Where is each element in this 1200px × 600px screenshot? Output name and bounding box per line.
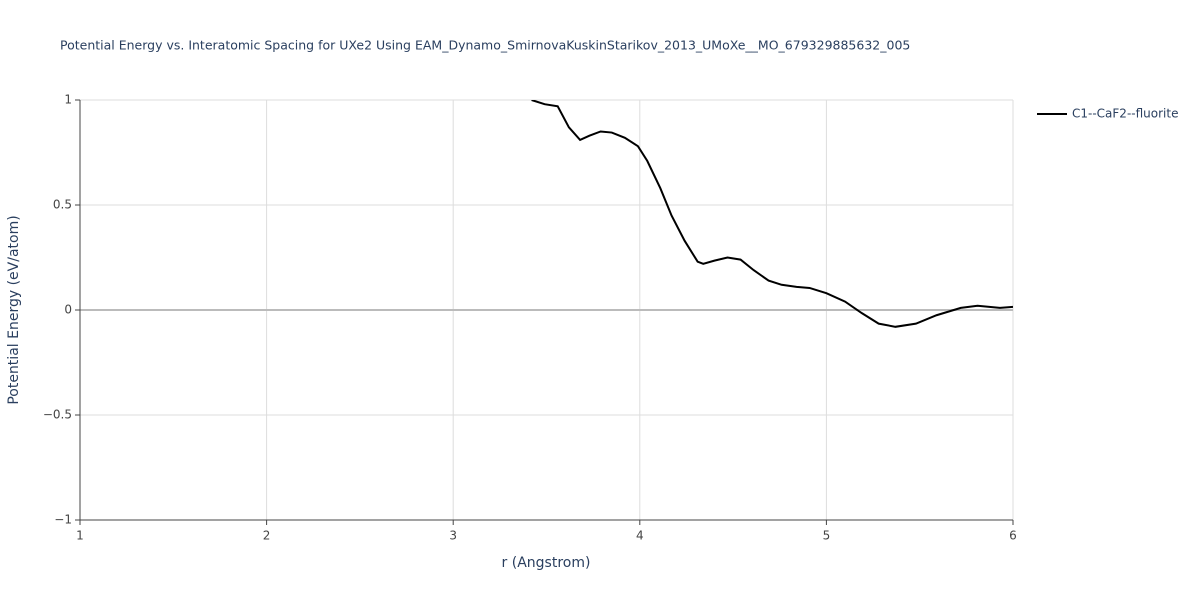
chart-title: Potential Energy vs. Interatomic Spacing… bbox=[60, 38, 910, 53]
y-tick-label: −0.5 bbox=[43, 408, 72, 422]
line-series bbox=[531, 100, 1013, 328]
x-tick-label: 2 bbox=[263, 529, 271, 543]
x-tick-label: 3 bbox=[449, 529, 457, 543]
y-tick-label: 1 bbox=[64, 93, 72, 107]
x-tick-label: 5 bbox=[823, 529, 831, 543]
x-tick-label: 1 bbox=[76, 529, 84, 543]
x-axis-label: r (Angstrom) bbox=[502, 555, 591, 571]
legend-label: C1--CaF2--fluorite bbox=[1072, 107, 1178, 121]
y-tick-label: 0 bbox=[64, 303, 72, 317]
x-tick-label: 6 bbox=[1009, 529, 1017, 543]
y-tick-label: 0.5 bbox=[53, 198, 72, 212]
x-tick-label: 4 bbox=[636, 529, 644, 543]
y-axis-label: Potential Energy (eV/atom) bbox=[6, 215, 22, 404]
y-tick-label: −1 bbox=[54, 513, 72, 527]
